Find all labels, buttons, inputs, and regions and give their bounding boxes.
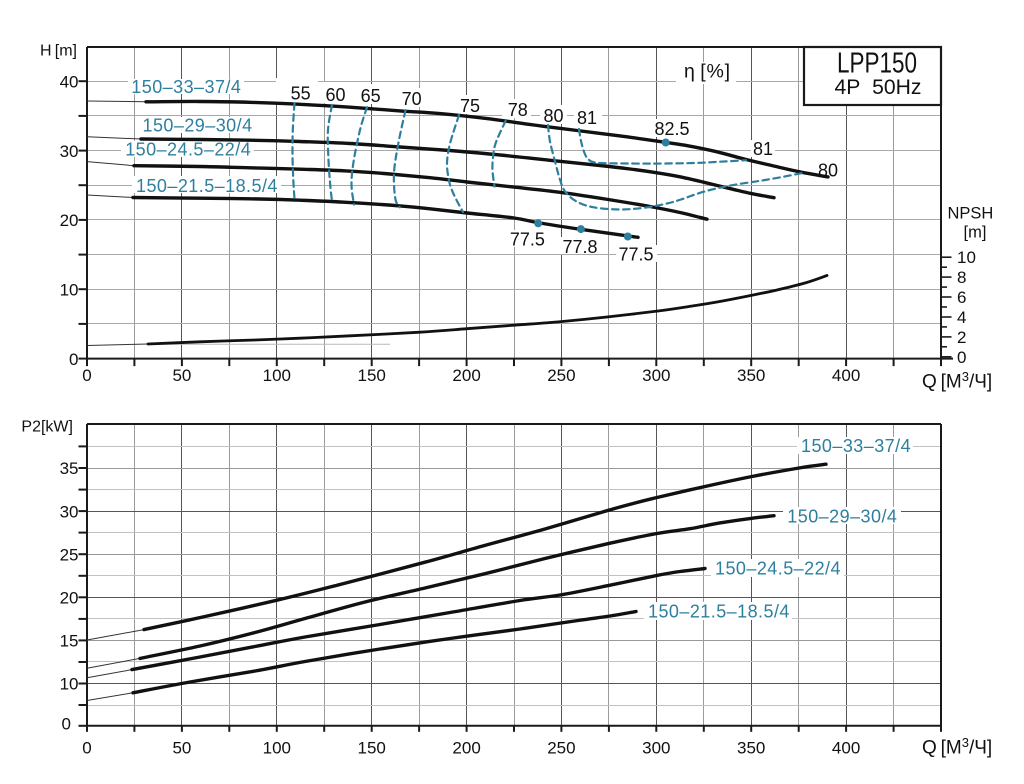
svg-text:150–21.5–18.5/4: 150–21.5–18.5/4 [648, 602, 790, 622]
svg-text:35: 35 [60, 459, 79, 478]
svg-text:8: 8 [957, 268, 966, 287]
svg-text:77.5: 77.5 [510, 230, 545, 250]
svg-text:150–24.5–22/4: 150–24.5–22/4 [715, 559, 841, 579]
svg-text:81: 81 [577, 108, 597, 128]
svg-text:65: 65 [361, 86, 381, 106]
svg-text:0: 0 [957, 348, 966, 367]
svg-text:40: 40 [60, 72, 79, 91]
svg-text:150–33–37/4: 150–33–37/4 [801, 436, 911, 456]
svg-text:10: 10 [60, 280, 79, 299]
svg-text:250: 250 [547, 366, 575, 385]
svg-text:350: 350 [737, 739, 765, 758]
svg-text:70: 70 [402, 89, 422, 109]
svg-text:20: 20 [60, 589, 79, 608]
svg-text:10: 10 [957, 248, 976, 267]
svg-text:LPP150: LPP150 [837, 48, 917, 80]
svg-text:300: 300 [642, 366, 670, 385]
svg-text:200: 200 [452, 739, 480, 758]
svg-text:81: 81 [753, 139, 773, 159]
svg-text:400: 400 [832, 366, 860, 385]
svg-text:0: 0 [69, 350, 78, 369]
svg-text:0: 0 [82, 366, 91, 385]
svg-text:4: 4 [957, 308, 966, 327]
svg-text:NPSH: NPSH [948, 205, 994, 223]
svg-text:55: 55 [291, 84, 311, 104]
svg-text:6: 6 [957, 288, 966, 307]
svg-text:75: 75 [460, 96, 480, 116]
svg-text:80: 80 [543, 106, 563, 126]
svg-text:200: 200 [452, 366, 480, 385]
svg-text:82.5: 82.5 [654, 119, 689, 139]
svg-text:Q [M3/Ч]: Q [M3/Ч] [922, 369, 992, 393]
svg-text:150–33–37/4: 150–33–37/4 [131, 77, 241, 97]
svg-text:77.5: 77.5 [618, 245, 653, 265]
svg-text:150–21.5–18.5/4: 150–21.5–18.5/4 [136, 176, 278, 196]
svg-text:150–29–30/4: 150–29–30/4 [143, 116, 253, 136]
svg-text:100: 100 [263, 366, 291, 385]
svg-text:10: 10 [60, 675, 79, 694]
svg-text:150–29–30/4: 150–29–30/4 [787, 506, 897, 526]
svg-text:4P 50Hz: 4P 50Hz [835, 76, 922, 99]
svg-text:25: 25 [60, 545, 79, 564]
svg-text:350: 350 [737, 366, 765, 385]
svg-text:0: 0 [82, 739, 91, 758]
svg-text:300: 300 [642, 739, 670, 758]
svg-text:20: 20 [60, 211, 79, 230]
svg-text:50: 50 [172, 739, 191, 758]
svg-text:H [m]: H [m] [40, 43, 77, 60]
svg-text:400: 400 [832, 739, 860, 758]
svg-text:Q [M3/Ч]: Q [M3/Ч] [922, 735, 992, 759]
svg-text:15: 15 [60, 632, 79, 651]
svg-text:100: 100 [263, 739, 291, 758]
svg-text:77.8: 77.8 [562, 237, 597, 257]
svg-text:150: 150 [358, 739, 386, 758]
svg-text:0: 0 [62, 715, 71, 734]
svg-text:60: 60 [325, 85, 345, 105]
svg-text:P2[kW]: P2[kW] [21, 419, 73, 436]
svg-text:[m]: [m] [964, 224, 987, 242]
svg-text:30: 30 [60, 142, 79, 161]
svg-text:2: 2 [957, 328, 966, 347]
svg-text:78: 78 [508, 100, 528, 120]
svg-text:30: 30 [60, 502, 79, 521]
svg-text:50: 50 [172, 366, 191, 385]
svg-text:80: 80 [818, 161, 838, 181]
svg-text:150–24.5–22/4: 150–24.5–22/4 [125, 140, 251, 160]
svg-text:250: 250 [547, 739, 575, 758]
svg-text:η [%]: η [%] [684, 61, 730, 83]
svg-text:150: 150 [358, 366, 386, 385]
